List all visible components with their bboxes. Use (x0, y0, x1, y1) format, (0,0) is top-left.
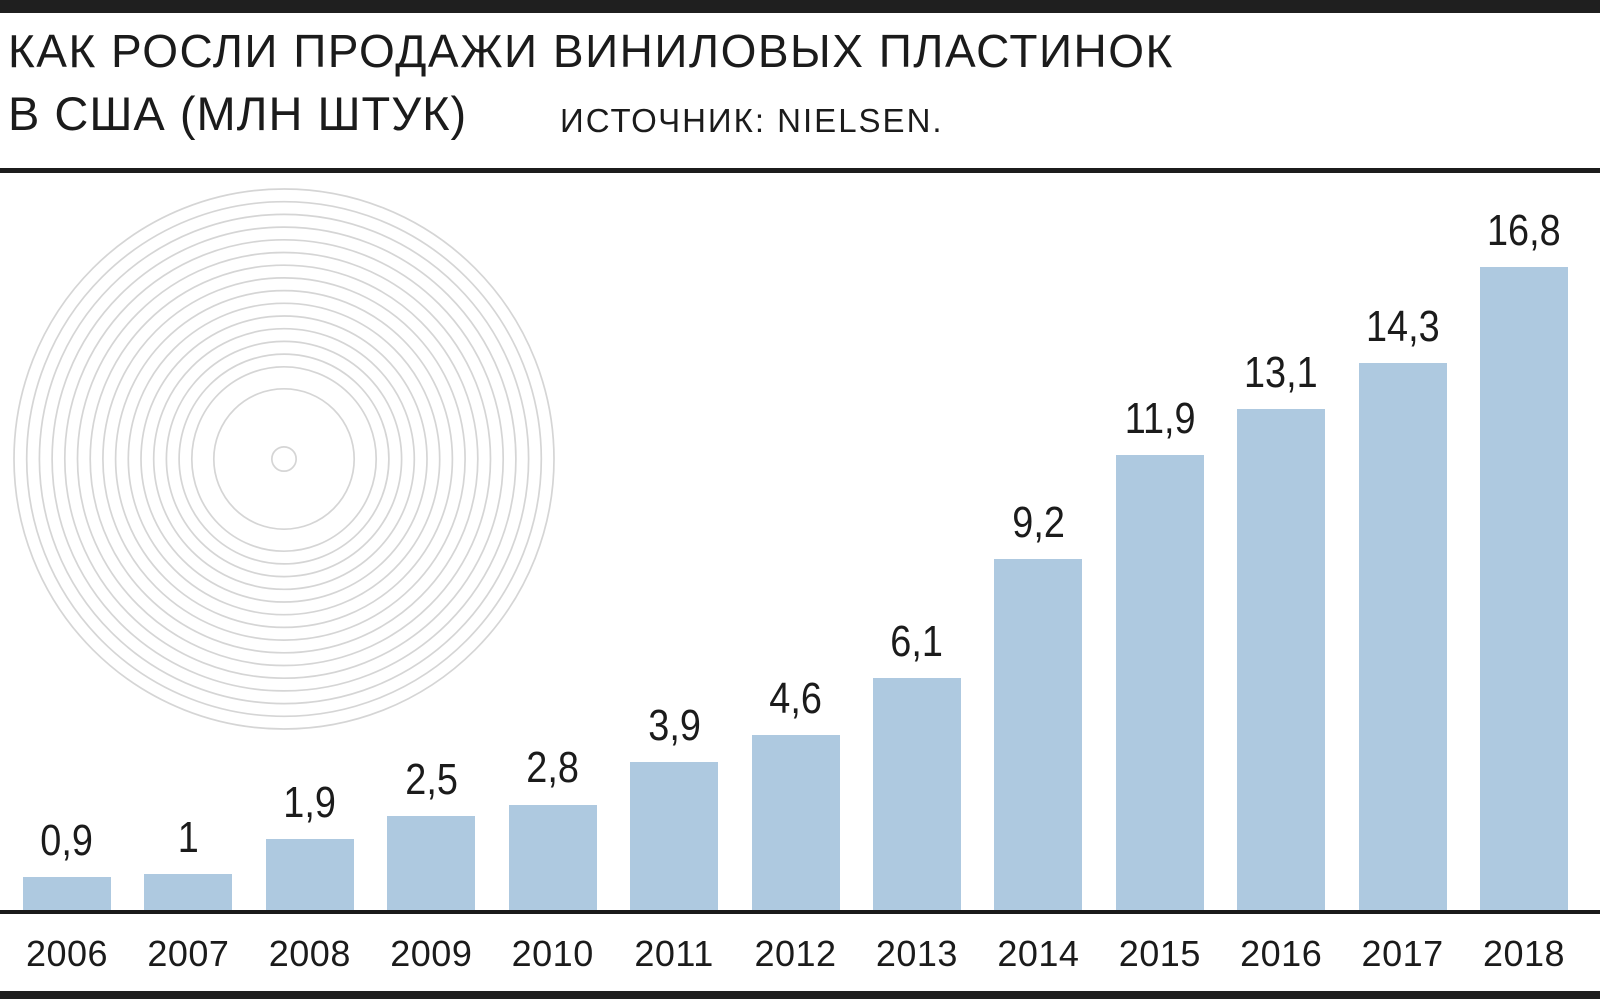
bar-value-label-2013: 6,1 (890, 616, 944, 666)
bar-value-label-2008: 1,9 (283, 778, 337, 828)
x-axis-label-2013: 2013 (875, 933, 958, 974)
bar-value-label-2011: 3,9 (647, 701, 701, 751)
bar-value-label-2014: 9,2 (1012, 497, 1065, 547)
bar-value-label-2016: 13,1 (1244, 347, 1319, 397)
bar-2011 (630, 762, 719, 912)
x-axis-label-2009: 2009 (390, 933, 473, 974)
bar-value-label-2012: 4,6 (769, 674, 822, 724)
x-axis-label-2006: 2006 (25, 933, 109, 974)
bar-value-label-2018: 16,8 (1487, 205, 1561, 255)
bar-2007 (144, 873, 233, 912)
bar-value-label-2015: 11,9 (1124, 394, 1196, 444)
header-divider-rule (0, 168, 1600, 173)
bar-2006 (23, 877, 111, 912)
bar-value-label-2007: 1 (177, 812, 199, 862)
top-accent-bar (0, 0, 1600, 13)
bar-2018 (1480, 266, 1568, 912)
x-axis-label-2017: 2017 (1361, 933, 1444, 974)
bar-2017 (1358, 362, 1447, 912)
source-note: ИСТОЧНИК: NIELSEN. (560, 102, 944, 139)
vinyl-record-icon (13, 188, 555, 730)
x-axis-label-2016: 2016 (1240, 933, 1323, 974)
bar-value-label-2009: 2,5 (404, 755, 458, 804)
bar-2010 (508, 804, 597, 912)
bar-2012 (751, 735, 840, 912)
bar-2013 (872, 677, 961, 912)
x-axis-label-2018: 2018 (1482, 933, 1566, 974)
x-axis-label-2011: 2011 (634, 933, 714, 974)
bar-value-label-2017: 14,3 (1365, 301, 1440, 351)
bar-value-label-2006: 0,9 (40, 816, 94, 866)
bar-2008 (265, 839, 354, 912)
x-axis-label-2010: 2010 (511, 933, 594, 974)
bar-value-label-2010: 2,8 (526, 743, 579, 793)
x-axis-label-2014: 2014 (997, 933, 1080, 974)
chart-title-line2: В США (МЛН ШТУК) (8, 87, 468, 140)
bar-2014 (994, 558, 1083, 912)
x-axis-label-2012: 2012 (754, 933, 837, 974)
x-axis-line (0, 910, 1600, 914)
x-axis-label-2007: 2007 (147, 933, 230, 974)
x-axis-label-2015: 2015 (1118, 933, 1201, 974)
bar-2015 (1115, 455, 1204, 912)
x-axis-label-2008: 2008 (268, 933, 351, 974)
chart-title-line1: КАК РОСЛИ ПРОДАЖИ ВИНИЛОВЫХ ПЛАСТИНОК (8, 25, 1174, 77)
bottom-accent-bar (0, 991, 1600, 999)
bar-2009 (387, 816, 476, 912)
bar-2016 (1237, 409, 1326, 912)
